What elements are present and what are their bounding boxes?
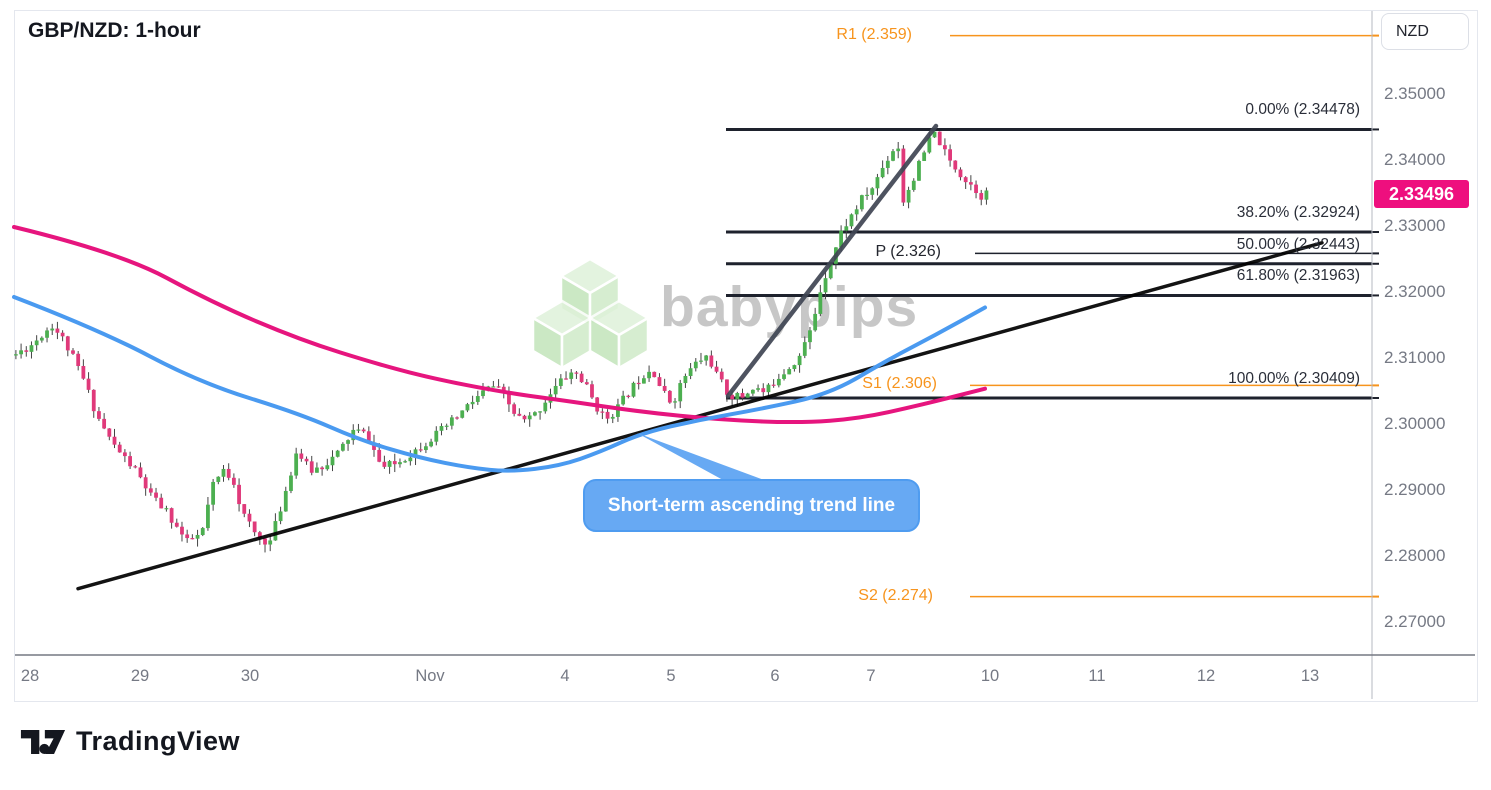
- date-axis-label: Nov: [415, 667, 445, 685]
- currency-toggle-button[interactable]: NZD: [1381, 13, 1469, 50]
- pivot-level-label: R1 (2.359): [836, 25, 912, 43]
- price-axis-label: 2.34000: [1384, 150, 1446, 169]
- currency-label: NZD: [1396, 22, 1429, 40]
- pivot-level-label: S1 (2.306): [862, 375, 937, 393]
- pivot-level-label: S2 (2.274): [858, 586, 933, 604]
- date-axis-label: 5: [666, 667, 676, 685]
- price-axis-label: 2.29000: [1384, 480, 1446, 499]
- fib-level-label: 38.20% (2.32924): [1236, 204, 1360, 222]
- tradingview-logo-icon: [20, 729, 66, 754]
- fib-level-label: 0.00% (2.34478): [1245, 101, 1360, 119]
- trendline-callout[interactable]: Short-term ascending trend line: [583, 479, 920, 532]
- date-axis-label: 29: [130, 667, 150, 685]
- fib-level-label: 61.80% (2.31963): [1236, 267, 1360, 285]
- fib-level-label: 50.00% (2.32443): [1236, 235, 1360, 253]
- pivot-level-label: P (2.326): [875, 243, 941, 261]
- price-axis-label: 2.31000: [1384, 348, 1446, 367]
- trendline-callout-text: Short-term ascending trend line: [607, 494, 896, 516]
- date-axis-label: 13: [1300, 667, 1320, 685]
- price-axis-label: 2.35000: [1384, 84, 1446, 103]
- date-axis-label: 11: [1088, 667, 1106, 685]
- price-axis-label: 2.32000: [1384, 282, 1446, 301]
- price-axis-label: 2.27000: [1384, 612, 1446, 631]
- date-axis-label: 12: [1196, 667, 1216, 685]
- last-price-value: 2.33496: [1388, 183, 1455, 204]
- last-price-badge: 2.33496: [1374, 180, 1469, 208]
- price-axis-label: 2.28000: [1384, 546, 1446, 565]
- date-axis-label: 7: [866, 667, 876, 685]
- date-axis-label: 10: [980, 667, 1000, 685]
- date-axis-label: 6: [770, 667, 780, 685]
- tradingview-logo[interactable]: TradingView: [20, 726, 240, 757]
- price-axis-label: 2.30000: [1384, 414, 1446, 433]
- date-axis-label: 30: [240, 667, 260, 685]
- fib-level-label: 100.00% (2.30409): [1228, 370, 1360, 387]
- babypips-watermark-text: babypips: [660, 275, 919, 339]
- price-axis-label: 2.33000: [1384, 216, 1446, 235]
- tradingview-logo-text: TradingView: [76, 726, 241, 756]
- page-title: GBP/NZD: 1-hour: [28, 19, 201, 42]
- date-axis-label: 28: [20, 667, 40, 685]
- date-axis-label: 4: [560, 667, 570, 685]
